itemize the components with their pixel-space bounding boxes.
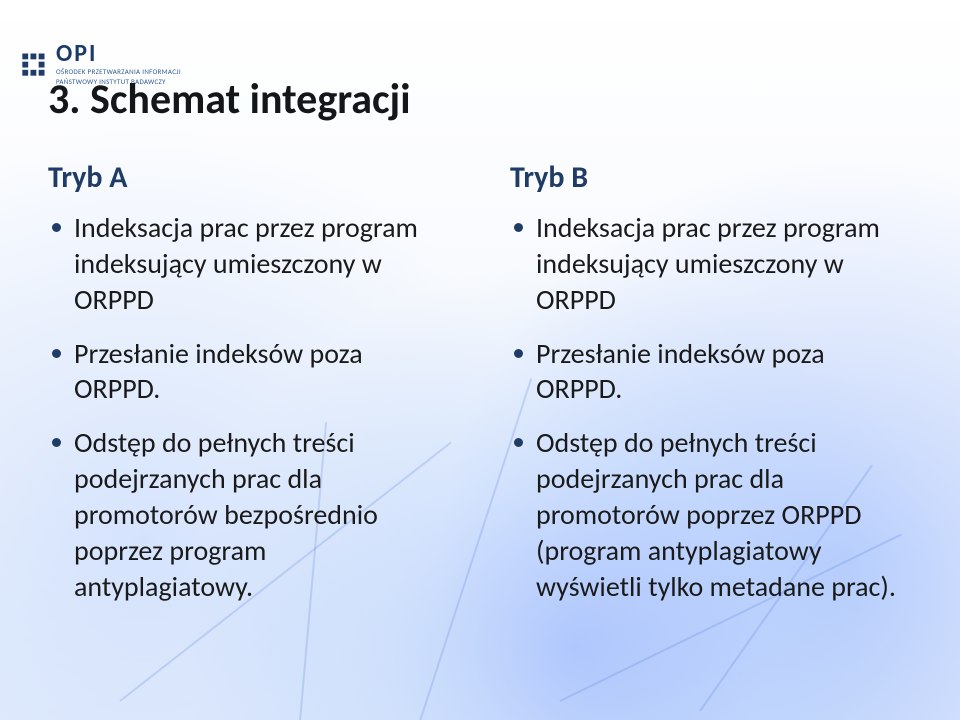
logo-text-main: OPI: [56, 42, 181, 66]
heading-tryb-a: Tryb A: [48, 159, 450, 196]
column-left: Tryb A Indeksacja prac przez program ind…: [48, 159, 450, 622]
list-item: Odstęp do pełnych treści podejrzanych pr…: [510, 425, 912, 604]
list-item: Przesłanie indeksów poza ORPPD.: [510, 336, 912, 408]
heading-tryb-b: Tryb B: [510, 159, 912, 196]
list-item: Indeksacja prac przez program indeksując…: [510, 210, 912, 317]
columns: Tryb A Indeksacja prac przez program ind…: [48, 159, 912, 622]
logo-mark-icon: [20, 50, 48, 78]
list-tryb-a: Indeksacja prac przez program indeksując…: [48, 210, 450, 604]
page-title: 3. Schemat integracji: [48, 74, 912, 125]
list-item: Przesłanie indeksów poza ORPPD.: [48, 336, 450, 408]
column-right: Tryb B Indeksacja prac przez program ind…: [510, 159, 912, 622]
list-item: Indeksacja prac przez program indeksując…: [48, 210, 450, 317]
list-item: Odstęp do pełnych treści podejrzanych pr…: [48, 425, 450, 604]
slide: OPI OŚRODEK PRZETWARZANIA INFORMACJI PAŃ…: [0, 0, 960, 720]
list-tryb-b: Indeksacja prac przez program indeksując…: [510, 210, 912, 604]
